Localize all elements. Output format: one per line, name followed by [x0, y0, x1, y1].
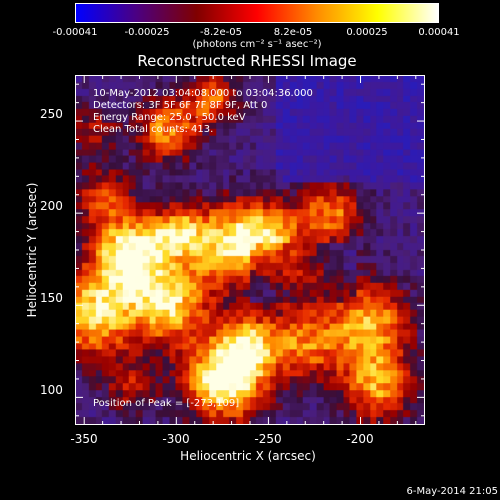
x-tick-label: -350: [70, 432, 98, 446]
info-peak: Position of Peak = [-273,109]: [93, 398, 240, 409]
y-tick-label: 200: [40, 199, 63, 213]
colorbar-tick: -0.00025: [124, 27, 170, 38]
x-tick-label: -300: [162, 432, 190, 446]
colorbar-units: (photons cm⁻² s⁻¹ asec⁻²): [192, 39, 322, 50]
colorbar-tick: -0.00041: [52, 27, 98, 38]
y-axis-label: Heliocentric Y (arcsec): [25, 182, 39, 318]
chart-title: Reconstructed RHESSI Image: [137, 52, 357, 70]
heatmap-image: [76, 76, 424, 424]
x-tick-label: -250: [254, 432, 282, 446]
plot-area: [75, 75, 425, 425]
colorbar-tick: 8.2e-05: [273, 27, 313, 38]
info-energy: Energy Range: 25.0 - 50.0 keV: [93, 112, 246, 123]
colorbar-gradient: [76, 4, 438, 22]
colorbar: [75, 3, 439, 23]
x-axis-label: Heliocentric X (arcsec): [180, 449, 316, 463]
colorbar-tick: 0.00041: [418, 27, 460, 38]
info-time: 10-May-2012 03:04:08.000 to 03:04:36.000: [93, 88, 313, 99]
colorbar-tick: 0.00025: [346, 27, 388, 38]
colorbar-tick: -8.2e-05: [200, 27, 242, 38]
y-tick-label: 150: [40, 291, 63, 305]
timestamp: 6-May-2014 21:05: [406, 486, 498, 497]
y-tick-label: 100: [40, 383, 63, 397]
y-tick-label: 250: [40, 107, 63, 121]
info-detectors: Detectors: 3F 5F 6F 7F 8F 9F, Att 0: [93, 100, 268, 111]
info-method: Clean Total counts: 413.: [93, 124, 214, 135]
x-tick-label: -200: [346, 432, 374, 446]
